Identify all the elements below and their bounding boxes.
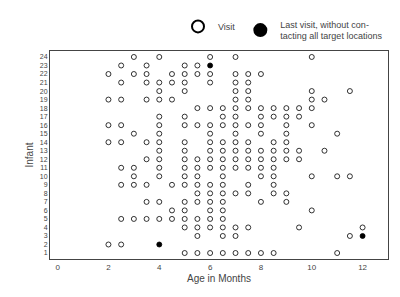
svg-text:23: 23: [40, 62, 48, 69]
svg-text:1: 1: [44, 249, 48, 256]
svg-text:3: 3: [44, 232, 48, 239]
svg-text:21: 21: [40, 79, 48, 86]
svg-text:12: 12: [358, 263, 367, 272]
svg-text:10: 10: [40, 173, 48, 180]
svg-text:9: 9: [44, 181, 48, 188]
svg-text:8: 8: [259, 263, 264, 272]
svg-text:6: 6: [208, 263, 213, 272]
svg-text:24: 24: [40, 53, 48, 60]
svg-text:11: 11: [40, 164, 47, 171]
svg-text:16: 16: [40, 122, 48, 129]
svg-text:Visit: Visit: [218, 22, 235, 32]
svg-text:10: 10: [307, 263, 316, 272]
svg-text:4: 4: [44, 224, 48, 231]
svg-text:6: 6: [44, 207, 48, 214]
svg-text:17: 17: [40, 113, 48, 120]
svg-text:18: 18: [40, 105, 48, 112]
svg-text:7: 7: [44, 198, 48, 205]
svg-text:22: 22: [40, 70, 48, 77]
svg-text:4: 4: [157, 263, 162, 272]
svg-text:2: 2: [44, 241, 48, 248]
svg-text:Last visit, without con-tactin: Last visit, without con-tacting all targ…: [280, 20, 382, 42]
svg-text:15: 15: [40, 130, 48, 137]
svg-text:8: 8: [44, 190, 48, 197]
svg-text:Infant: Infant: [24, 142, 35, 167]
svg-text:0: 0: [55, 263, 60, 272]
svg-text:2: 2: [106, 263, 111, 272]
svg-text:20: 20: [40, 88, 48, 95]
svg-text:14: 14: [40, 139, 48, 146]
svg-text:13: 13: [40, 147, 48, 154]
svg-text:Age in Months: Age in Months: [187, 273, 251, 284]
svg-text:5: 5: [44, 215, 48, 222]
svg-text:12: 12: [40, 156, 48, 163]
svg-text:19: 19: [40, 96, 48, 103]
